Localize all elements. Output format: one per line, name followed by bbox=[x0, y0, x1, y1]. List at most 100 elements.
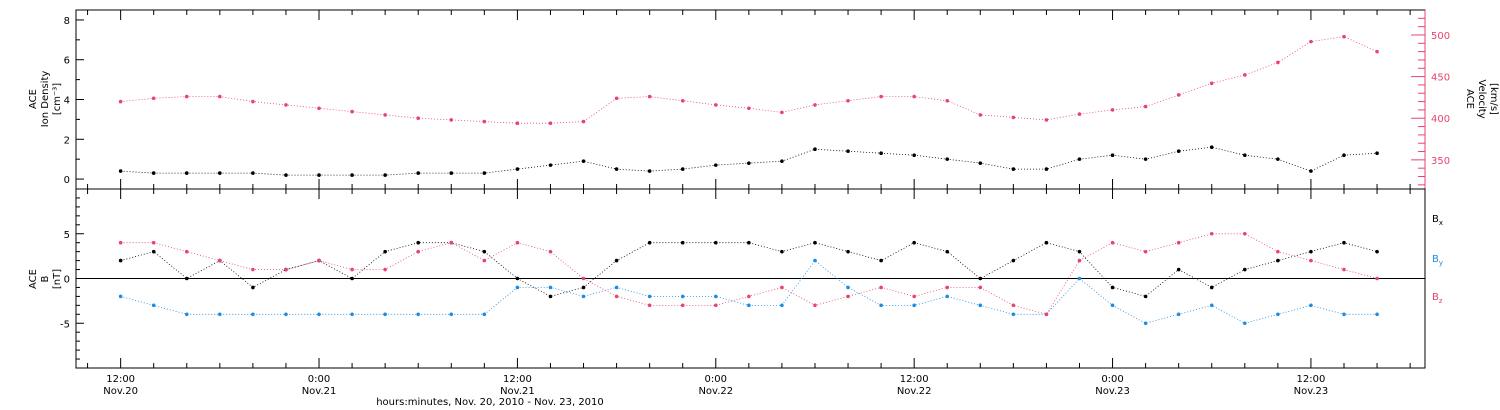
velocity-axis-label-line3: [km/s] bbox=[1488, 83, 1499, 115]
legend-by-sub: y bbox=[1439, 259, 1443, 267]
bz-point bbox=[184, 249, 189, 254]
velocity-point bbox=[680, 98, 685, 103]
bz-point bbox=[416, 249, 421, 254]
legend-bz: Bz bbox=[1432, 292, 1443, 305]
bx-point bbox=[1209, 285, 1214, 290]
bz-point bbox=[945, 285, 950, 290]
date-tick-label: Nov.20 bbox=[103, 386, 138, 397]
velocity-point bbox=[1110, 108, 1115, 112]
bz-point bbox=[614, 294, 619, 299]
density-point bbox=[1011, 167, 1016, 171]
bx-point bbox=[1276, 258, 1280, 263]
bx-point bbox=[647, 240, 652, 245]
density-point bbox=[515, 167, 520, 171]
date-tick-label: Nov.23 bbox=[1095, 386, 1130, 397]
density-point bbox=[1176, 149, 1181, 154]
density-tick-label: 2 bbox=[64, 135, 70, 146]
velocity-point bbox=[1276, 60, 1280, 65]
bx-point bbox=[1375, 249, 1379, 254]
legend-bz-base: B bbox=[1432, 292, 1439, 303]
field-axis-label-line1: ACE bbox=[28, 269, 39, 289]
by-point bbox=[1011, 312, 1016, 317]
by-point bbox=[945, 294, 950, 299]
field-axis-label-line3: [nT] bbox=[52, 269, 63, 289]
velocity-point bbox=[1011, 115, 1016, 120]
density-point bbox=[1077, 157, 1082, 161]
time-tick-label: 12:00 bbox=[503, 374, 532, 385]
velocity-point bbox=[581, 119, 586, 124]
velocity-point bbox=[747, 106, 751, 111]
by-point bbox=[1243, 321, 1247, 326]
legend-bx: Bx bbox=[1432, 214, 1443, 227]
by-point bbox=[251, 312, 255, 317]
by-point bbox=[151, 303, 156, 308]
top-panel-time-ticks bbox=[87, 10, 1411, 189]
by-point bbox=[1143, 321, 1148, 326]
bx-point bbox=[713, 240, 718, 245]
velocity-axis-ticks: 350 400 450 500 bbox=[1411, 10, 1450, 189]
date-tick-label: Nov.21 bbox=[302, 386, 337, 397]
velocity-point-trace bbox=[120, 36, 1378, 124]
velocity-point bbox=[317, 106, 321, 111]
by-point bbox=[680, 294, 685, 299]
bottom-panel-time-ticks bbox=[87, 189, 1411, 368]
bz-point bbox=[1375, 276, 1379, 281]
density-point bbox=[647, 169, 652, 173]
velocity-tick-label: 400 bbox=[1431, 114, 1450, 125]
velocity-point bbox=[1243, 73, 1247, 77]
bx-point bbox=[879, 258, 883, 263]
density-tick-label: 4 bbox=[64, 96, 70, 107]
time-tick-label: 0:00 bbox=[705, 374, 727, 385]
velocity-tick-label: 450 bbox=[1431, 73, 1450, 84]
bottom-panel-data-points bbox=[118, 231, 1379, 326]
velocity-axis-label-line1: ACE bbox=[1464, 89, 1475, 109]
date-tick-label: Nov.22 bbox=[897, 386, 932, 397]
bx-point bbox=[1110, 285, 1115, 290]
density-point bbox=[1309, 169, 1313, 173]
bz-point bbox=[1077, 258, 1082, 263]
date-tick-label: Nov.23 bbox=[1294, 386, 1329, 397]
velocity-point bbox=[482, 119, 487, 124]
by-point bbox=[647, 294, 652, 299]
density-axis-label-line3: [cm⁻³] bbox=[52, 83, 63, 115]
top-panel-frame bbox=[75, 9, 1426, 190]
by-point bbox=[184, 312, 189, 317]
velocity-point bbox=[1375, 49, 1379, 54]
velocity-point bbox=[416, 116, 421, 121]
bz-point bbox=[218, 258, 222, 263]
legend-bx-base: B bbox=[1432, 214, 1439, 225]
time-tick-label: 12:00 bbox=[1297, 374, 1326, 385]
legend-by-base: B bbox=[1432, 254, 1439, 265]
bx-point-trace bbox=[120, 242, 1378, 297]
velocity-point bbox=[449, 118, 454, 122]
by-point bbox=[383, 312, 387, 317]
top-panel-data-points bbox=[118, 34, 1379, 177]
bz-point bbox=[912, 294, 916, 299]
legend-by: By bbox=[1432, 254, 1443, 267]
density-point bbox=[846, 149, 850, 154]
density-axis-label-line1: ACE bbox=[28, 89, 39, 109]
bx-point bbox=[680, 240, 685, 245]
time-tick-label: 0:00 bbox=[308, 374, 330, 385]
bx-point bbox=[251, 285, 255, 290]
by-point bbox=[713, 294, 718, 299]
density-axis-ticks: 0 2 4 6 8 bbox=[64, 16, 84, 186]
velocity-tick-label: 500 bbox=[1431, 31, 1450, 42]
bz-point bbox=[1209, 231, 1214, 236]
density-point bbox=[1209, 145, 1214, 150]
bx-point bbox=[1309, 249, 1313, 254]
bz-point bbox=[482, 258, 487, 263]
by-point bbox=[1309, 303, 1313, 308]
bz-point bbox=[647, 303, 652, 308]
bz-point bbox=[846, 294, 850, 299]
by-point bbox=[416, 312, 421, 317]
bx-point bbox=[482, 249, 487, 254]
density-point bbox=[548, 163, 553, 167]
bx-point bbox=[945, 249, 950, 254]
date-tick-label: Nov.21 bbox=[500, 386, 535, 397]
field-axis-ticks: -5 0 5 bbox=[60, 197, 84, 360]
velocity-point bbox=[647, 94, 652, 99]
time-tick-label: 12:00 bbox=[900, 374, 929, 385]
bz-point-trace bbox=[120, 233, 1378, 315]
